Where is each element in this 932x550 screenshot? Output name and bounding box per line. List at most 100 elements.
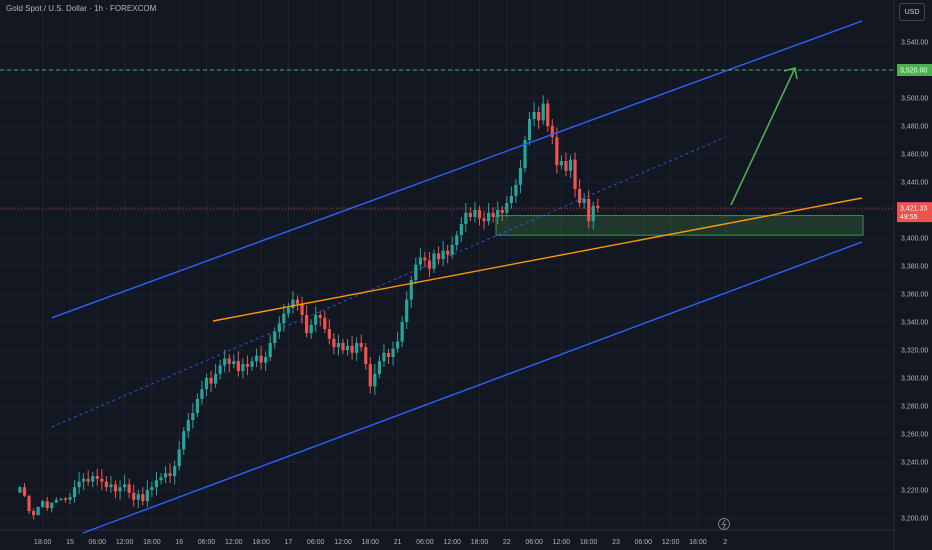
candle-body[interactable] bbox=[414, 264, 418, 280]
candle-body[interactable] bbox=[400, 322, 404, 342]
candle-body[interactable] bbox=[18, 487, 22, 493]
candle-body[interactable] bbox=[355, 343, 359, 353]
candle-body[interactable] bbox=[582, 198, 586, 203]
candle-body[interactable] bbox=[186, 420, 190, 432]
candle-body[interactable] bbox=[568, 159, 573, 171]
candle-body[interactable] bbox=[291, 299, 295, 308]
candle-body[interactable] bbox=[327, 329, 331, 339]
candle-body[interactable] bbox=[587, 198, 591, 222]
candle-body[interactable] bbox=[77, 481, 81, 488]
candle-body[interactable] bbox=[591, 205, 595, 222]
candle-body[interactable] bbox=[32, 511, 36, 516]
candle-body[interactable] bbox=[91, 476, 95, 482]
candle-body[interactable] bbox=[541, 103, 545, 121]
candle-body[interactable] bbox=[286, 308, 290, 314]
candle-body[interactable] bbox=[59, 498, 63, 500]
candle-body[interactable] bbox=[109, 484, 113, 488]
candle-body[interactable] bbox=[418, 257, 422, 265]
candle-body[interactable] bbox=[514, 184, 518, 196]
candle-body[interactable] bbox=[168, 473, 172, 476]
candle-body[interactable] bbox=[446, 250, 450, 255]
candle-body[interactable] bbox=[45, 501, 49, 509]
candle-body[interactable] bbox=[268, 343, 272, 357]
candle-body[interactable] bbox=[254, 355, 259, 362]
channel-mid-line[interactable] bbox=[51, 136, 726, 428]
candle-body[interactable] bbox=[68, 497, 72, 500]
candle-body[interactable] bbox=[464, 212, 468, 224]
candle-body[interactable] bbox=[113, 484, 118, 492]
candle-body[interactable] bbox=[409, 280, 413, 300]
candle-body[interactable] bbox=[559, 161, 563, 166]
candle-body[interactable] bbox=[377, 361, 381, 374]
candle-body[interactable] bbox=[305, 315, 309, 334]
candle-body[interactable] bbox=[432, 253, 436, 269]
candle-body[interactable] bbox=[459, 224, 463, 236]
candle-body[interactable] bbox=[100, 478, 104, 482]
candle-body[interactable] bbox=[295, 299, 300, 304]
candle-body[interactable] bbox=[550, 126, 554, 138]
candle-body[interactable] bbox=[136, 494, 140, 500]
candle-body[interactable] bbox=[537, 112, 541, 121]
candle-body[interactable] bbox=[336, 343, 341, 348]
candle-body[interactable] bbox=[555, 137, 559, 166]
candle-body[interactable] bbox=[364, 347, 368, 364]
candle-body[interactable] bbox=[368, 364, 372, 387]
candle-body[interactable] bbox=[250, 361, 254, 367]
candle-body[interactable] bbox=[195, 399, 199, 413]
candle-body[interactable] bbox=[546, 103, 550, 126]
candle-body[interactable] bbox=[282, 313, 286, 324]
candle-body[interactable] bbox=[41, 501, 45, 507]
candle-body[interactable] bbox=[527, 119, 532, 140]
candle-body[interactable] bbox=[163, 473, 168, 478]
candle-body[interactable] bbox=[396, 341, 400, 349]
candle-body[interactable] bbox=[22, 487, 27, 496]
lightning-icon[interactable] bbox=[718, 518, 730, 530]
candle-body[interactable] bbox=[386, 352, 391, 357]
candle-body[interactable] bbox=[491, 212, 495, 217]
candle-body[interactable] bbox=[500, 210, 504, 213]
candle-body[interactable] bbox=[227, 358, 231, 364]
candle-body[interactable] bbox=[473, 210, 477, 217]
candle-body[interactable] bbox=[341, 343, 345, 350]
candle-body[interactable] bbox=[218, 365, 222, 374]
candle-body[interactable] bbox=[318, 315, 322, 318]
candle-body[interactable] bbox=[214, 373, 218, 384]
candle-body[interactable] bbox=[564, 161, 568, 171]
candle-body[interactable] bbox=[177, 449, 181, 467]
candle-body[interactable] bbox=[450, 245, 454, 255]
candle-body[interactable] bbox=[245, 364, 250, 367]
candle-body[interactable] bbox=[332, 338, 336, 348]
candle-body[interactable] bbox=[150, 487, 154, 490]
candle-body[interactable] bbox=[314, 315, 318, 325]
candle-body[interactable] bbox=[350, 345, 354, 353]
candle-body[interactable] bbox=[127, 484, 131, 493]
candle-body[interactable] bbox=[236, 361, 240, 371]
candle-body[interactable] bbox=[123, 484, 127, 488]
candle-body[interactable] bbox=[468, 212, 472, 217]
candle-body[interactable] bbox=[182, 431, 186, 450]
candle-body[interactable] bbox=[482, 218, 486, 222]
candle-body[interactable] bbox=[159, 477, 163, 481]
candle-body[interactable] bbox=[132, 492, 136, 500]
candle-body[interactable] bbox=[173, 466, 177, 476]
candle-body[interactable] bbox=[436, 253, 441, 259]
candle-body[interactable] bbox=[578, 189, 582, 203]
candle-body[interactable] bbox=[200, 389, 204, 399]
channel-upper-line[interactable] bbox=[51, 20, 863, 319]
candle-body[interactable] bbox=[523, 140, 527, 168]
candle-body[interactable] bbox=[204, 378, 209, 390]
candle-body[interactable] bbox=[232, 361, 236, 364]
candle-body[interactable] bbox=[241, 364, 245, 371]
candle-body[interactable] bbox=[209, 378, 213, 384]
candle-body[interactable] bbox=[223, 358, 227, 366]
candle-body[interactable] bbox=[323, 317, 327, 329]
candle-body[interactable] bbox=[54, 499, 58, 503]
candle-body[interactable] bbox=[477, 210, 482, 219]
candle-body[interactable] bbox=[573, 159, 577, 189]
candle-body[interactable] bbox=[104, 481, 108, 488]
candle-body[interactable] bbox=[532, 112, 536, 119]
candle-body[interactable] bbox=[509, 196, 513, 203]
candle-body[interactable] bbox=[455, 235, 459, 245]
currency-button[interactable]: USD bbox=[899, 3, 925, 21]
